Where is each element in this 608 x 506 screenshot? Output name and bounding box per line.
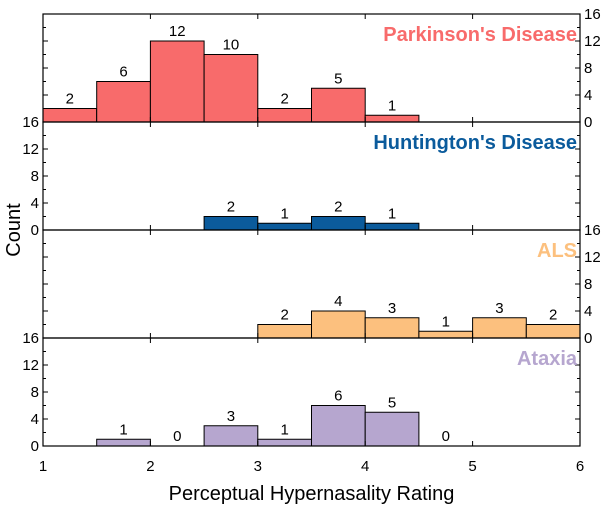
huntington-s-disease-bar-3 [364,222,420,231]
ataxia-bar-label-4: 6 [334,388,342,405]
huntington-s-disease-bar-label-0: 2 [227,199,235,216]
parkinson-s-disease-bar-4 [257,108,312,123]
parkinson-s-disease-bar-label-0: 2 [66,91,74,108]
x-axis: 1 2 3 4 5 6 [39,458,584,475]
ataxia-ytick-label-2: 8 [31,384,39,401]
als-bar-label-2: 3 [388,300,396,317]
als-title: ALS [537,240,577,262]
parkinson-s-disease-ytick-label-0: 0 [584,114,592,131]
x-tick-label-4: 5 [468,458,476,475]
x-tick-label-5: 6 [576,458,584,475]
ataxia-ytick-label-0: 0 [31,438,39,455]
parkinson-s-disease-ytick-label-3: 12 [584,33,601,50]
parkinson-s-disease-bar-2 [149,40,205,123]
parkinson-s-disease-bar-label-5: 5 [334,70,342,87]
als-ytick-label-3: 12 [584,249,601,266]
huntington-s-disease-bar-label-3: 1 [388,205,396,222]
ataxia-ytick-label-3: 12 [22,357,39,374]
parkinson-s-disease-bar-label-4: 2 [280,91,288,108]
parkinson-s-disease-ytick-label-4: 16 [584,6,601,23]
huntington-s-disease-ytick-label-2: 8 [31,168,39,185]
als-bar-label-4: 3 [495,300,503,317]
parkinson-s-disease-bar-6 [364,114,420,123]
als-bar-label-1: 4 [334,293,342,310]
als-ytick-label-4: 16 [584,222,601,239]
als-ytick-label-0: 0 [584,330,592,347]
als-bar-4 [472,317,527,339]
huntington-s-disease-bar-0 [203,216,259,231]
parkinson-s-disease-bar-label-2: 12 [169,23,186,40]
huntington-s-disease-ytick-label-4: 16 [22,114,39,131]
als-ytick-label-2: 8 [584,276,592,293]
x-tick-label-3: 4 [361,458,369,475]
ataxia-bar-0 [96,438,151,447]
als-bar-5 [525,324,581,339]
als-bar-2 [364,317,420,339]
parkinson-s-disease-title: Parkinson's Disease [383,24,577,46]
als-bar-label-5: 2 [549,307,557,324]
als-ytick-label-1: 4 [584,303,592,320]
huntington-s-disease-bar-label-2: 2 [334,199,342,216]
ataxia-bar-label-1: 0 [173,428,181,445]
parkinson-s-disease-bar-label-3: 10 [223,37,240,54]
huntington-s-disease-bar-1 [257,222,312,231]
huntington-s-disease-ytick-label-0: 0 [31,222,39,239]
ataxia-bar-label-0: 1 [119,421,127,438]
ataxia-bar-2 [203,425,259,447]
als-bar-0 [257,324,312,339]
huntington-s-disease-ytick-label-3: 12 [22,141,39,158]
ataxia-title: Ataxia [517,348,578,370]
ataxia-bar-label-3: 1 [280,421,288,438]
parkinson-s-disease-bar-1 [96,81,151,123]
ataxia-bar-5 [364,411,420,447]
huntington-s-disease-bar-label-1: 1 [280,205,288,222]
als-bar-3 [418,330,474,339]
als-bar-label-0: 2 [280,307,288,324]
parkinson-s-disease-bar-label-1: 6 [119,64,127,81]
parkinson-s-disease-bar-0 [42,108,98,123]
ataxia-ytick-label-1: 4 [31,411,39,428]
ataxia-bar-label-5: 5 [388,394,396,411]
parkinson-s-disease-ytick-label-2: 8 [584,60,592,77]
huntington-s-disease-bar-2 [311,216,366,231]
panel-als: 2 4 3 1 3 2 0 4 8 12 16 ALS [42,222,601,347]
parkinson-s-disease-ytick-label-1: 4 [584,87,592,104]
x-axis-title: Perceptual Hypernasality Rating [169,483,455,505]
parkinson-s-disease-bar-5 [311,87,366,123]
ataxia-ytick-label-4: 16 [22,330,39,347]
ataxia-bar-3 [257,438,312,447]
parkinson-s-disease-bar-label-6: 1 [388,97,396,114]
als-bar-label-3: 1 [442,313,450,330]
y-axis-title: Count [3,203,25,257]
ataxia-bar-label-2: 3 [227,408,235,425]
x-tick-label-2: 3 [254,458,262,475]
ataxia-bar-4 [311,405,366,447]
parkinson-s-disease-bar-3 [203,54,259,123]
als-bar-1 [311,310,366,339]
huntington-s-disease-title: Huntington's Disease [373,132,577,154]
huntington-s-disease-ytick-label-1: 4 [31,195,39,212]
x-tick-label-0: 1 [39,458,47,475]
x-tick-label-1: 2 [146,458,154,475]
ataxia-bar-label-6: 0 [442,428,450,445]
